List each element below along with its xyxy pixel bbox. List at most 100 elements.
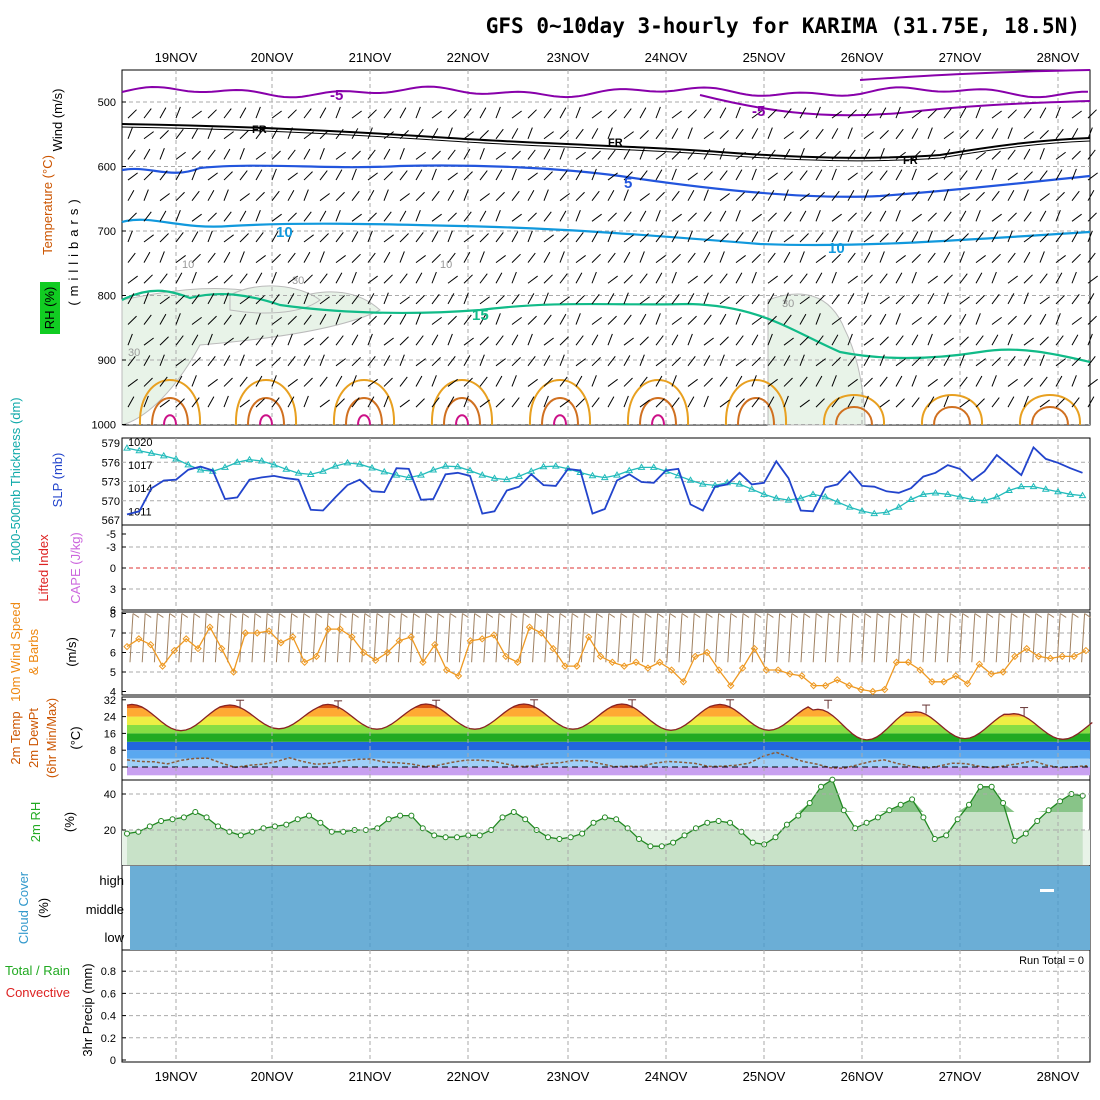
wind-barb	[847, 378, 858, 387]
wind10m-barb	[471, 613, 476, 663]
wind10m-marker	[762, 666, 770, 674]
wind-barb	[527, 230, 533, 243]
wind-barb	[591, 397, 600, 408]
wind-barb	[159, 313, 167, 325]
wind-barb	[959, 399, 970, 408]
wind-barb	[943, 108, 952, 119]
wind-barb	[943, 171, 953, 181]
y-tick-label: 0.4	[101, 1011, 116, 1023]
wind-barb	[1055, 191, 1065, 202]
wind10m-barb-tick	[693, 613, 701, 618]
wind-barb	[575, 335, 584, 346]
wind-barb	[767, 212, 777, 222]
wind10m-barb	[324, 613, 329, 663]
contour-label-freezing-b: FR	[608, 137, 623, 149]
wind-barb	[687, 109, 697, 119]
thickness-marker	[588, 471, 597, 479]
wind-barb	[1071, 213, 1082, 222]
wind10m-barb	[544, 613, 549, 663]
wind-barb	[207, 230, 213, 243]
wind-barb	[831, 231, 839, 243]
wind-barb	[671, 128, 679, 140]
thickness-marker	[404, 473, 413, 481]
wind-barb	[127, 293, 135, 305]
rh-marker	[271, 823, 278, 830]
wind-barb	[543, 148, 551, 160]
wind-barb	[559, 107, 567, 119]
wind10m-barb-tick	[571, 613, 579, 618]
wind-barb	[415, 375, 423, 387]
label-cloud-unit: (%)	[36, 898, 51, 918]
wind-barb	[815, 209, 821, 222]
wind10m-barb-tick	[852, 613, 860, 618]
wind-barb	[271, 190, 280, 201]
wind-barb	[431, 128, 439, 140]
wind-barb	[719, 148, 725, 160]
wind-barb	[991, 168, 997, 181]
wind-barb	[223, 108, 232, 119]
wind10m-barb-tick	[303, 613, 311, 618]
wind-barb	[543, 131, 554, 140]
wind-barb	[975, 375, 983, 387]
wind-barb	[239, 336, 249, 346]
wind10m-marker	[727, 681, 735, 690]
wind-barb	[959, 251, 965, 263]
warm-contour	[822, 394, 886, 426]
thickness-marker	[686, 476, 695, 483]
wind-barb	[399, 376, 408, 387]
wind-barb	[943, 377, 953, 387]
day-label-bottom: 28NOV	[1037, 1069, 1080, 1084]
wind-barb	[303, 211, 312, 222]
wind-barb	[559, 170, 568, 181]
thickness-marker	[968, 495, 977, 502]
wind-barb	[607, 293, 615, 305]
wind-barb	[447, 212, 457, 222]
wind-barb	[463, 274, 473, 284]
wind-barb	[351, 271, 357, 284]
rh-marker	[727, 819, 733, 826]
wind10m-barb-tick	[132, 613, 140, 618]
wind-barb	[991, 375, 997, 387]
wind10m-barb-tick	[754, 613, 762, 618]
wind-barb	[335, 375, 343, 387]
wind-barb	[1007, 355, 1016, 367]
wind-barb	[751, 294, 760, 305]
wind-barb	[287, 275, 298, 284]
wind-barb	[207, 189, 215, 201]
wind10m-barb-tick	[657, 613, 664, 618]
day-label-bottom: 23NOV	[547, 1069, 590, 1084]
bottom-date-axis: 19NOV 20NOV 21NOV 22NOV 23NOV 24NOV 25NOV 26NOV…	[155, 1069, 1080, 1084]
wind10m-barb-tick	[437, 613, 445, 618]
wind-barb	[1055, 398, 1065, 408]
thickness-marker	[355, 460, 364, 467]
thickness-marker	[282, 465, 291, 472]
wind-barb	[367, 355, 376, 367]
wind-barb	[559, 354, 565, 366]
thickness-marker	[894, 503, 903, 510]
wind-barb	[1039, 296, 1050, 305]
wind-barb	[175, 191, 185, 202]
wind-barb	[415, 151, 426, 160]
temperature-contour	[859, 69, 1091, 81]
wind10m-barb	[263, 613, 268, 663]
wind-barb	[799, 148, 805, 160]
wind10m-barb-tick	[803, 613, 811, 618]
rh-marker	[931, 836, 938, 842]
wind-barb	[783, 189, 789, 201]
wind-barb	[815, 358, 826, 367]
wind10m-marker	[182, 635, 190, 643]
wind-barb	[143, 234, 154, 243]
wind-barb	[335, 169, 343, 181]
dewpoint-line	[126, 751, 1088, 770]
wind-barb	[687, 172, 698, 181]
rh-marker	[260, 825, 267, 832]
wind-barb	[991, 190, 1000, 201]
wind-barb	[559, 273, 568, 284]
rh-marker	[590, 819, 597, 826]
thickness-marker	[747, 485, 756, 492]
wind-barb	[975, 128, 984, 140]
wind10m-barb-tick	[449, 613, 457, 618]
wind10m-barb	[824, 613, 829, 663]
wind10m-barb	[568, 613, 573, 663]
thickness-marker	[1017, 482, 1026, 490]
